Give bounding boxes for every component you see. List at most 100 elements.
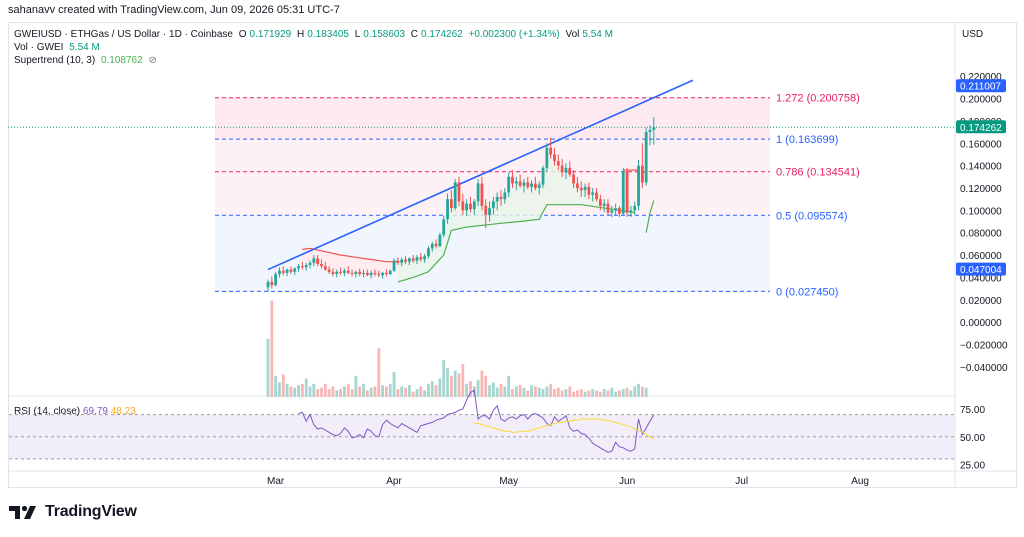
- volume-bar: [411, 391, 415, 397]
- rsi-line: [298, 389, 655, 453]
- supertrend-up-fill: [397, 157, 635, 282]
- volume-bar: [507, 375, 511, 397]
- volume-bar: [614, 391, 618, 397]
- candle-body: [434, 243, 438, 247]
- supertrend-legend[interactable]: Supertrend (10, 3) 0.108762 ⊘: [14, 55, 160, 66]
- candle-body: [327, 269, 331, 272]
- volume-bar: [556, 387, 560, 397]
- candle-body: [472, 201, 476, 210]
- y-tick-label: 0.220000: [960, 72, 1002, 83]
- candle-body: [495, 196, 499, 202]
- volume-bar: [442, 360, 446, 397]
- candle-body: [541, 167, 545, 185]
- candle-body: [438, 234, 442, 247]
- volume-bar: [381, 385, 384, 397]
- candle-body: [415, 257, 419, 261]
- supertrend-label: Supertrend (10, 3): [14, 55, 96, 66]
- price-badge: [956, 120, 1006, 134]
- volume-legend[interactable]: Vol · GWEI 5.54 M: [14, 42, 103, 53]
- rsi-legend[interactable]: RSI (14, close) 69.79 48.23: [14, 406, 136, 417]
- rsi-ma-line: [474, 418, 655, 440]
- candle-body: [522, 182, 526, 186]
- candle-body: [354, 271, 358, 275]
- volume-bar: [427, 383, 430, 397]
- candle-body: [266, 281, 270, 288]
- volume-bar: [396, 389, 400, 397]
- volume-bar: [610, 387, 614, 397]
- candle-body: [579, 187, 583, 191]
- volume-bar: [488, 385, 491, 397]
- volume-bar: [404, 387, 407, 397]
- candle-body: [343, 270, 346, 273]
- candle-body: [407, 258, 411, 262]
- candle-body: [442, 219, 446, 235]
- y-tick-label: −0.020000: [960, 340, 1008, 351]
- volume-bar: [553, 389, 556, 397]
- candle-body: [576, 183, 579, 188]
- volume-bar: [629, 390, 633, 397]
- candle-body: [335, 271, 339, 275]
- tradingview-logo[interactable]: TradingView: [9, 503, 137, 521]
- symbol-legend: GWEIUSD · ETHGas / US Dollar · 1D · Coin…: [14, 29, 616, 40]
- candle-body: [453, 182, 457, 209]
- candle-body: [614, 208, 618, 211]
- volume-bar: [522, 387, 526, 397]
- volume-bar: [388, 383, 392, 397]
- volume-bar: [369, 387, 373, 397]
- volume-bar: [438, 378, 442, 397]
- candle-body: [331, 271, 335, 275]
- volume-bar: [293, 387, 297, 397]
- candle-body: [465, 203, 469, 211]
- y-tick-label: 0.020000: [960, 296, 1002, 307]
- fib-level-label: 0.5 (0.095574): [776, 210, 848, 222]
- volume-bar: [534, 386, 537, 397]
- volume-bar: [476, 379, 480, 397]
- rsi-ma-value: 48.23: [110, 406, 136, 417]
- volume-bar: [392, 371, 396, 397]
- fib-level-label: 0.786 (0.134541): [776, 167, 860, 179]
- y-tick-label: 0.040000: [960, 273, 1002, 284]
- volume-bar: [343, 386, 346, 397]
- volume-bar: [350, 389, 354, 397]
- tradingview-logo-text: TradingView: [45, 503, 137, 520]
- candle-body: [530, 183, 533, 187]
- volume-bar: [430, 381, 434, 397]
- candle-body: [293, 268, 297, 272]
- volume-bar: [423, 390, 427, 397]
- candle-body: [595, 192, 598, 200]
- volume-bar: [335, 390, 339, 397]
- volume-bar: [633, 386, 637, 397]
- candle-body: [278, 270, 281, 275]
- candle-body: [362, 272, 365, 275]
- open-label: O: [238, 29, 247, 40]
- candle-body: [560, 165, 564, 173]
- candle-body: [358, 271, 362, 275]
- symbol-title[interactable]: GWEIUSD · ETHGas / US Dollar · 1D · Coin…: [14, 29, 233, 40]
- volume-bar: [579, 389, 583, 397]
- candle-body: [289, 269, 293, 272]
- volume-bar: [602, 389, 606, 397]
- candle-body: [606, 203, 610, 213]
- candle-body: [281, 270, 285, 273]
- candle-body: [518, 181, 522, 186]
- fib-zone: [215, 215, 770, 292]
- candle-body: [350, 272, 354, 275]
- candle-body: [556, 161, 560, 166]
- candle-body: [602, 203, 606, 206]
- candle-body: [320, 263, 323, 267]
- candle-body: [484, 205, 488, 215]
- candle-body: [423, 256, 427, 260]
- volume-bar: [407, 385, 411, 397]
- volume-bar: [465, 383, 469, 397]
- price-badge-label: 0.174262: [960, 123, 1002, 134]
- fib-level-label: 1 (0.163699): [776, 134, 838, 146]
- candle-body: [511, 176, 514, 184]
- currency-label[interactable]: USD: [962, 29, 984, 40]
- candle-body: [285, 269, 289, 273]
- chart-caption: sahanavv created with TradingView.com, J…: [8, 4, 340, 16]
- hidden-eye-icon[interactable]: ⊘: [148, 55, 157, 66]
- chart-frame[interactable]: [8, 22, 1017, 488]
- volume-bar: [312, 383, 316, 397]
- volume-bar: [419, 386, 423, 397]
